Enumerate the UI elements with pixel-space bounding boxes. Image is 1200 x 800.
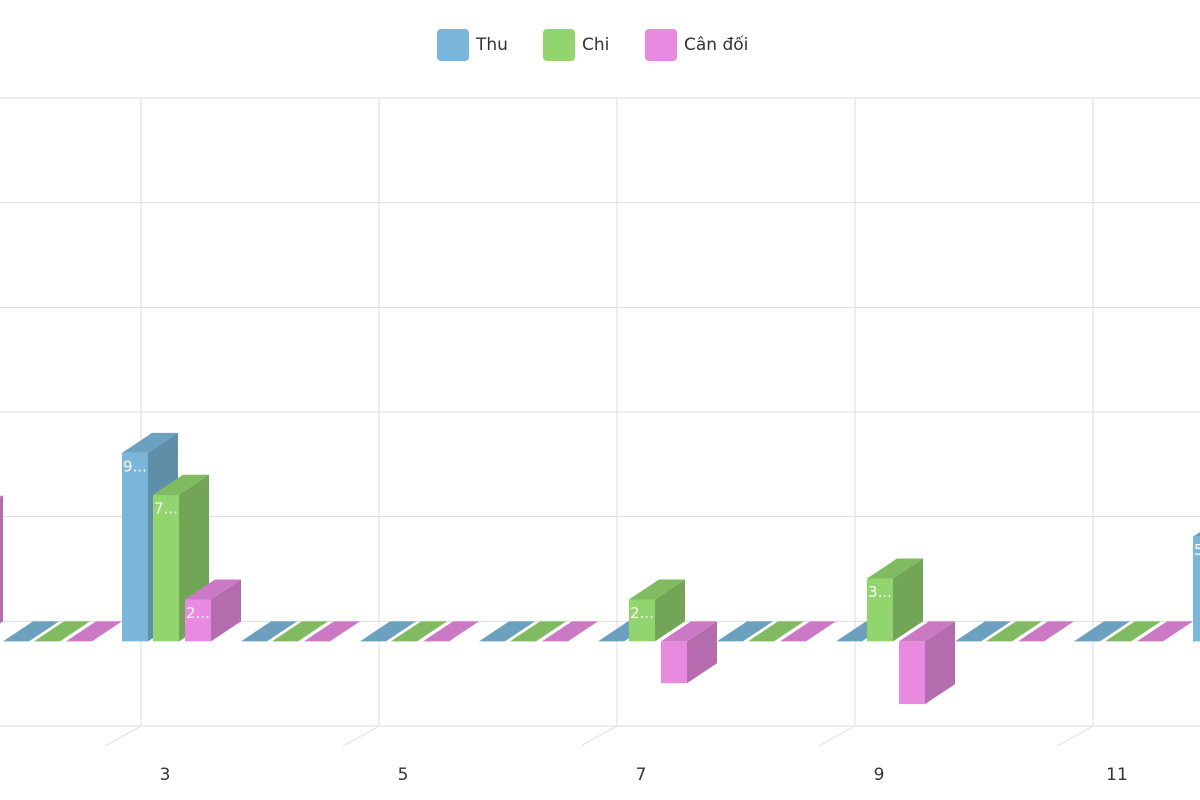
- bar-face: [360, 621, 416, 642]
- bar-face: [185, 599, 211, 642]
- bar: [986, 621, 1042, 642]
- legend-label[interactable]: Cân đối: [684, 34, 748, 55]
- x-axis-tick: [1056, 725, 1094, 747]
- bar: [1193, 532, 1200, 642]
- bar: [391, 621, 447, 642]
- bar: [717, 621, 773, 642]
- bar-face: [153, 494, 179, 642]
- bar-face: [185, 579, 241, 600]
- bar: [1105, 621, 1161, 642]
- bar-face: [655, 579, 685, 642]
- bar-face: [241, 621, 297, 642]
- bar: [0, 495, 3, 624]
- bar-face: [780, 621, 836, 642]
- bar-face: [272, 621, 328, 642]
- value-label: 2...: [186, 604, 210, 622]
- bar-face: [1193, 536, 1200, 642]
- bar: [185, 579, 241, 642]
- bar-face: [748, 621, 804, 642]
- bar-face: [661, 621, 717, 642]
- bar-face: [479, 621, 535, 642]
- x-axis-tick: [818, 725, 856, 747]
- legend-label[interactable]: Chi: [582, 35, 609, 55]
- bar-face: [1105, 621, 1161, 642]
- bar: [272, 621, 328, 642]
- bar-face: [122, 452, 148, 642]
- bar-face: [423, 621, 479, 642]
- bar: [479, 621, 535, 642]
- bar-face: [0, 495, 3, 624]
- bar-face: [955, 621, 1011, 642]
- bar-face: [153, 474, 209, 495]
- bar-face: [925, 621, 955, 705]
- bar-face: [1193, 532, 1200, 537]
- legend-swatch[interactable]: [437, 29, 469, 61]
- value-label: 7...: [154, 499, 178, 517]
- bar-face: [3, 621, 59, 642]
- bar-face: [899, 621, 955, 642]
- x-tick-label: 3: [160, 765, 171, 785]
- x-axis-tick: [342, 725, 380, 747]
- legend-swatch[interactable]: [645, 29, 677, 61]
- bar-face: [661, 641, 687, 684]
- bar-face: [1074, 621, 1130, 642]
- bar: [360, 621, 416, 642]
- bar: [748, 621, 804, 642]
- bar-face: [986, 621, 1042, 642]
- bar: [66, 621, 122, 642]
- bar-face: [34, 621, 90, 642]
- bar: [899, 621, 955, 705]
- x-tick-label: 7: [636, 765, 647, 785]
- legend-label[interactable]: Thu: [475, 35, 508, 55]
- bar: [304, 621, 360, 642]
- bar-face: [304, 621, 360, 642]
- value-label: 5...: [1194, 541, 1200, 559]
- bar: [34, 621, 90, 642]
- bar-face: [510, 621, 566, 642]
- bar-face: [629, 599, 655, 642]
- bar: [1074, 621, 1130, 642]
- bar-face: [66, 621, 122, 642]
- bar: [867, 558, 923, 642]
- x-axis-tick: [580, 725, 618, 747]
- bar: [780, 621, 836, 642]
- bar: [661, 621, 717, 684]
- bar: [423, 621, 479, 642]
- x-tick-label: 9: [874, 765, 885, 785]
- bar-face: [893, 558, 923, 642]
- legend-swatch[interactable]: [543, 29, 575, 61]
- x-tick-label: 5: [398, 765, 409, 785]
- bar-face: [867, 558, 923, 579]
- bar-face: [867, 578, 893, 642]
- bar-face: [899, 641, 925, 705]
- bar-face: [1137, 621, 1193, 642]
- bar: [1137, 621, 1193, 642]
- value-label: 3...: [868, 583, 892, 601]
- bar: [241, 621, 297, 642]
- value-label: 2...: [630, 604, 654, 622]
- bar: [955, 621, 1011, 642]
- bar-face: [687, 621, 717, 684]
- bar: [542, 621, 598, 642]
- bar-face: [391, 621, 447, 642]
- bar: [3, 621, 59, 642]
- bar-face: [122, 432, 178, 453]
- bar-face: [542, 621, 598, 642]
- bar-face: [629, 579, 685, 600]
- bar: [510, 621, 566, 642]
- bar: [629, 579, 685, 642]
- value-label: 9...: [123, 457, 147, 475]
- bar-face: [1018, 621, 1074, 642]
- x-tick-label: 11: [1106, 765, 1128, 785]
- bar: [1018, 621, 1074, 642]
- bar-face: [717, 621, 773, 642]
- x-axis-tick: [104, 725, 142, 747]
- bar-face: [211, 579, 241, 642]
